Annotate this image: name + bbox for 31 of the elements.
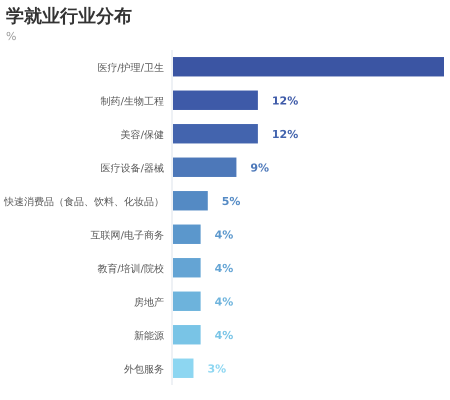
bar — [173, 325, 201, 344]
y-tick-label: 房地产 — [134, 296, 164, 308]
y-tick-label: 教育/培训/院校 — [97, 262, 164, 275]
data-label: 9% — [250, 161, 270, 174]
data-label: 5% — [222, 194, 240, 208]
bar — [173, 258, 201, 278]
y-tick-label: 新能源 — [134, 330, 164, 342]
data-label: 3% — [207, 362, 226, 376]
bar — [173, 57, 444, 76]
bar — [173, 191, 208, 210]
bar — [173, 358, 194, 378]
text: % — [6, 30, 16, 43]
y-tick-label: 医疗/护理/卫生 — [97, 62, 164, 74]
y-tick-label: 制药/生物工程 — [100, 95, 164, 108]
bar — [173, 158, 236, 177]
chart-title: 学就业行业分布 — [6, 6, 132, 27]
data-label: 4% — [214, 328, 234, 342]
y-tick-label: 医疗设备/器械 — [100, 162, 164, 174]
data-label: 12% — [272, 94, 298, 108]
y-tick-label: 快速消费品（食品、饮料、化妆品） — [3, 196, 164, 208]
y-tick-label: 外包服务 — [124, 363, 164, 376]
bar — [173, 124, 258, 144]
data-label: 4% — [214, 295, 234, 308]
data-label: 4% — [214, 262, 234, 275]
bar — [173, 292, 201, 311]
bar — [173, 90, 258, 110]
y-tick-label: 互联网/电子商务 — [90, 229, 164, 242]
data-label: 12% — [272, 128, 298, 141]
data-label: 4% — [214, 228, 234, 242]
bar — [173, 224, 201, 244]
y-tick-label: 美容/保健 — [120, 128, 164, 141]
